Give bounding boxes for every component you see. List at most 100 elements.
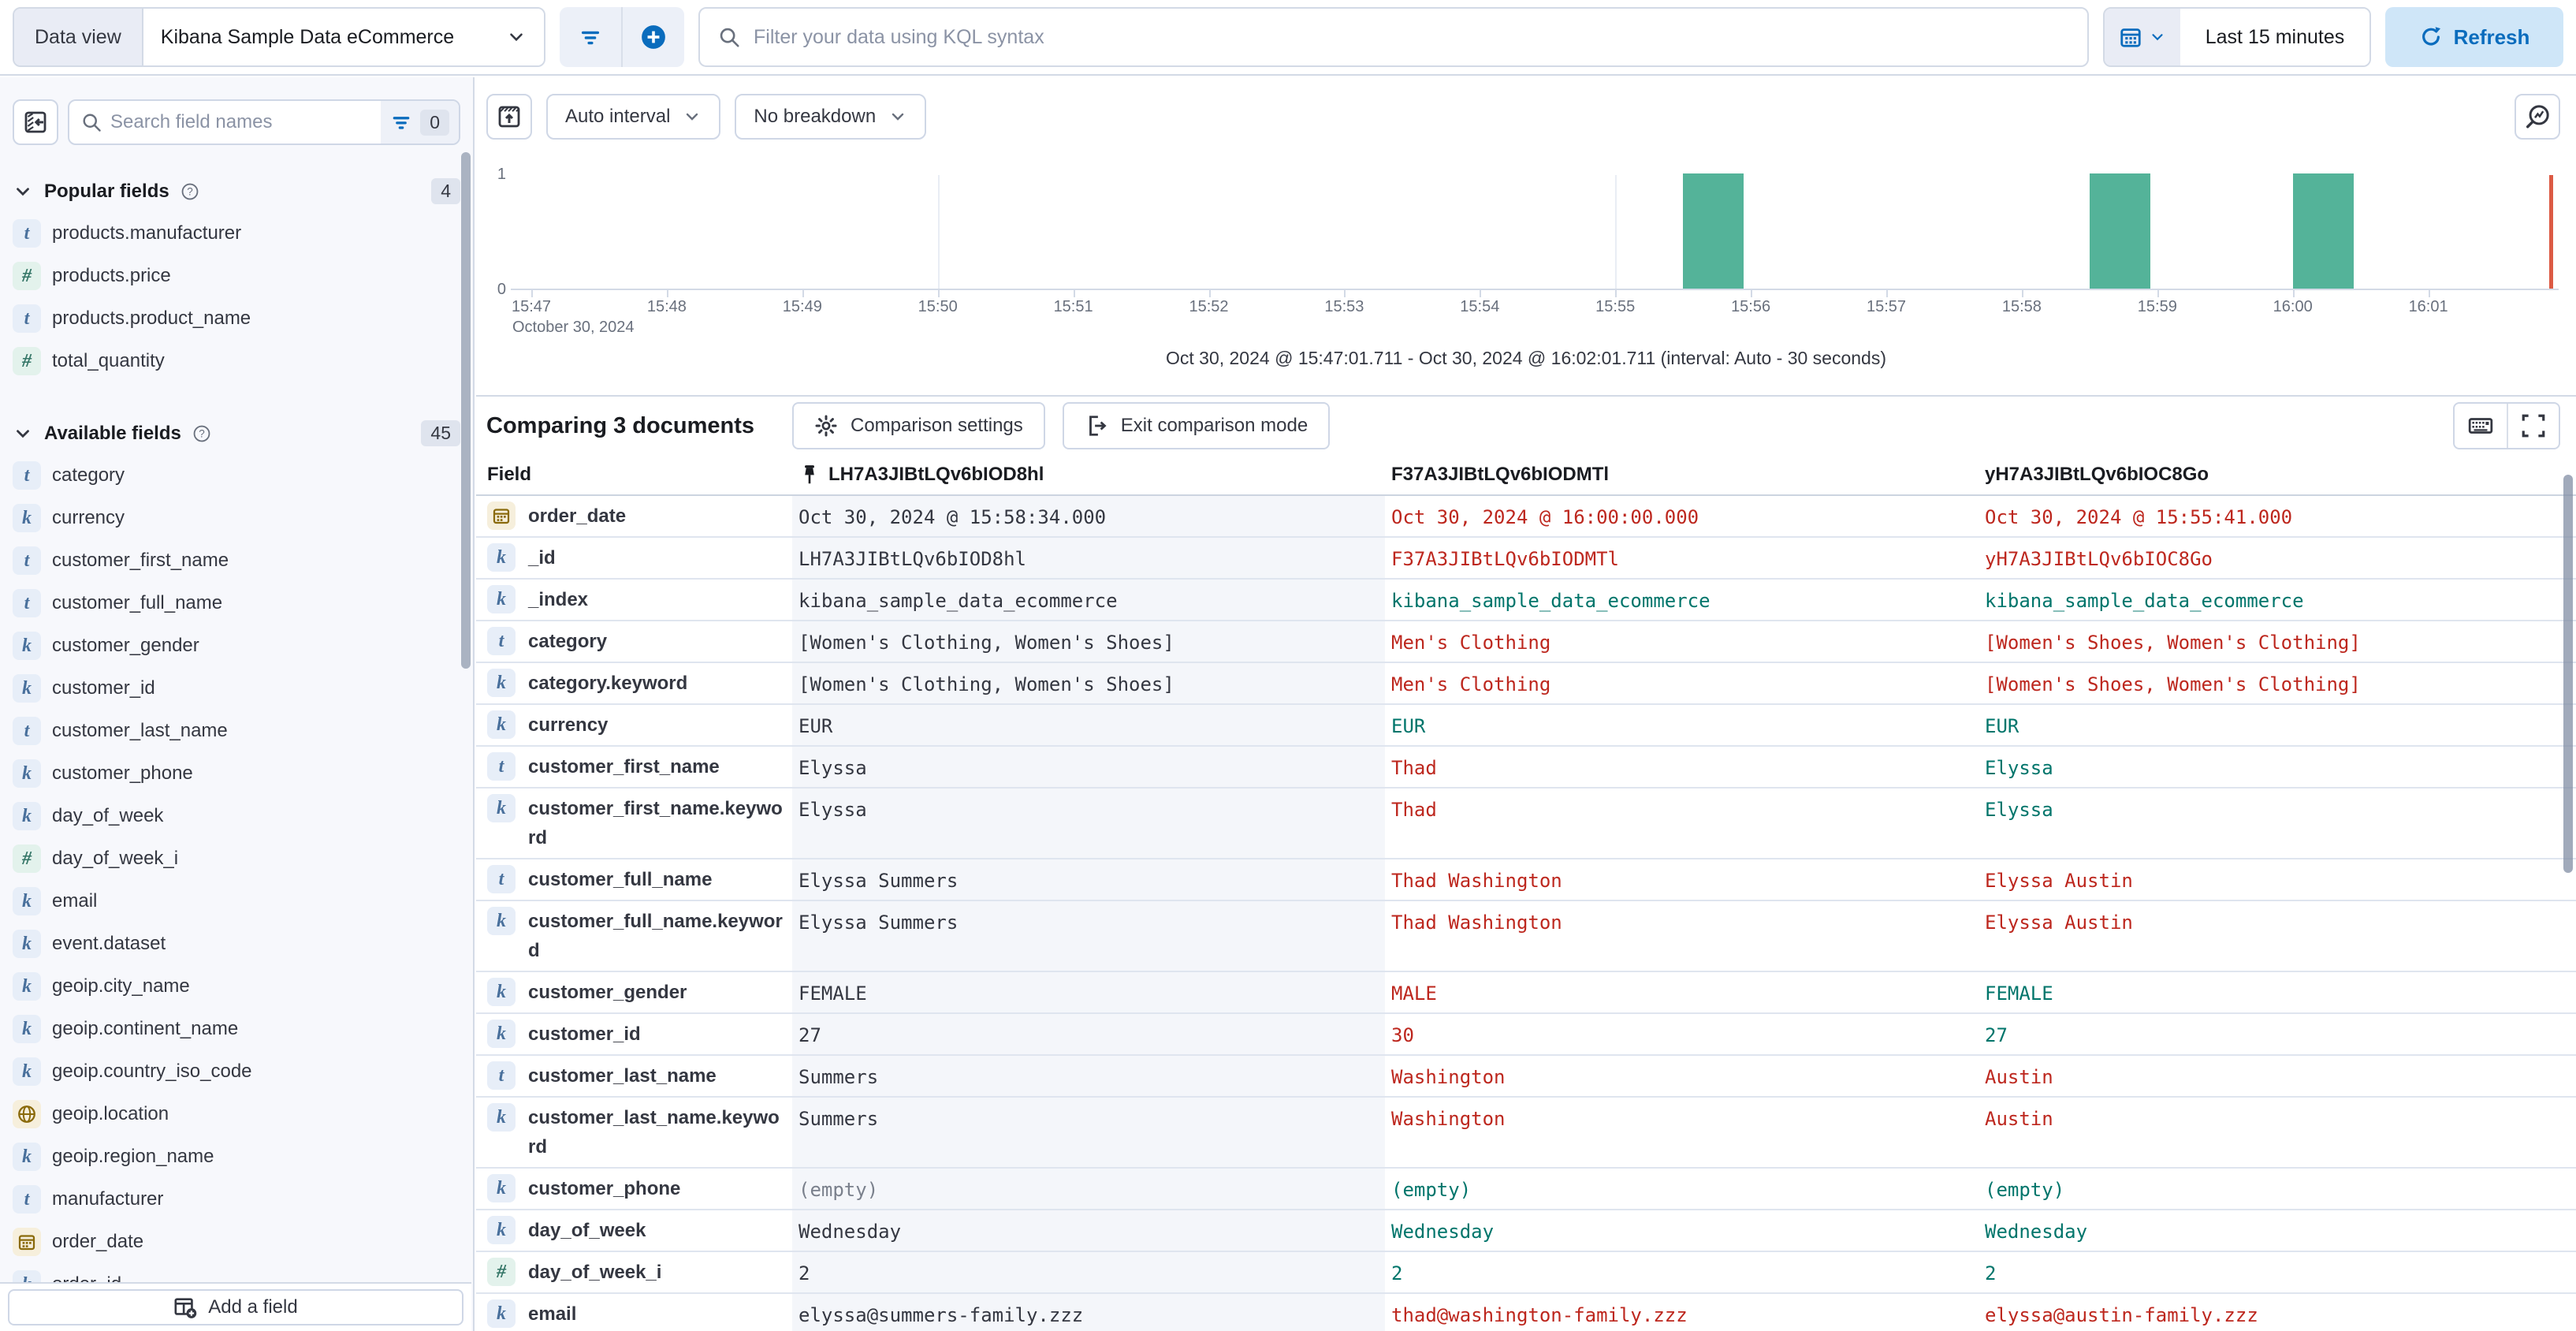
saved-filters-button[interactable]	[560, 7, 621, 67]
value-cell[interactable]: elyssa@austin-family.zzz	[1985, 1304, 2258, 1326]
value-cell[interactable]: [Women's Clothing, Women's Shoes]	[792, 621, 1385, 662]
sidebar-field-customer_first_name[interactable]: t customer_first_name	[0, 539, 473, 582]
field-cell[interactable]: k currency	[476, 705, 792, 745]
data-view-selector[interactable]: Kibana Sample Data eCommerce	[143, 9, 544, 65]
field-cell[interactable]: k category.keyword	[476, 663, 792, 703]
sidebar-field-category[interactable]: t category	[0, 454, 473, 497]
sidebar-field-currency[interactable]: k currency	[0, 497, 473, 539]
sidebar-field-event.dataset[interactable]: k event.dataset	[0, 923, 473, 965]
sidebar-field-geoip.continent_name[interactable]: k geoip.continent_name	[0, 1008, 473, 1050]
value-cell[interactable]: kibana_sample_data_ecommerce	[792, 580, 1385, 620]
keyboard-shortcuts-button[interactable]	[2455, 404, 2507, 448]
sidebar-field-email[interactable]: k email	[0, 880, 473, 923]
sidebar-field-manufacturer[interactable]: t manufacturer	[0, 1178, 473, 1221]
edit-visualization-button[interactable]	[2515, 94, 2560, 140]
value-cell[interactable]: [Women's Shoes, Women's Clothing]	[1985, 673, 2361, 695]
value-cell[interactable]: 2	[1391, 1262, 1403, 1284]
field-cell[interactable]: k customer_id	[476, 1014, 792, 1054]
value-cell[interactable]: Oct 30, 2024 @ 15:55:41.000	[1985, 506, 2293, 528]
value-cell[interactable]: MALE	[1391, 982, 1437, 1005]
value-cell[interactable]: Oct 30, 2024 @ 16:00:00.000	[1391, 506, 1699, 528]
value-cell[interactable]: (empty)	[1391, 1179, 1472, 1201]
refresh-button[interactable]: Refresh	[2385, 7, 2563, 67]
value-cell[interactable]: Elyssa	[1985, 799, 2053, 821]
comparison-settings-button[interactable]: Comparison settings	[792, 402, 1045, 449]
field-cell[interactable]: t customer_full_name	[476, 859, 792, 900]
value-cell[interactable]: FEMALE	[1985, 982, 2053, 1005]
add-filter-button[interactable]	[621, 7, 684, 67]
sidebar-field-day_of_week[interactable]: k day_of_week	[0, 795, 473, 837]
field-cell[interactable]: t customer_first_name	[476, 747, 792, 787]
sidebar-field-geoip.city_name[interactable]: k geoip.city_name	[0, 965, 473, 1008]
available-fields-header[interactable]: Available fields ? 45	[0, 401, 473, 454]
field-cell[interactable]: t customer_last_name	[476, 1056, 792, 1096]
value-cell[interactable]: Elyssa Austin	[1985, 912, 2133, 934]
collapse-sidebar-button[interactable]	[13, 99, 58, 145]
interval-select[interactable]: Auto interval	[546, 94, 721, 140]
value-cell[interactable]: Men's Clothing	[1391, 632, 1551, 654]
sidebar-field-day_of_week_i[interactable]: # day_of_week_i	[0, 837, 473, 880]
kql-search-input[interactable]: Filter your data using KQL syntax	[698, 7, 2089, 67]
histogram-bar-15:55:30[interactable]	[1683, 173, 1744, 289]
value-cell[interactable]: Austin	[1985, 1108, 2053, 1130]
sidebar-field-customer_full_name[interactable]: t customer_full_name	[0, 582, 473, 624]
fullscreen-button[interactable]	[2507, 404, 2559, 448]
value-cell[interactable]: Elyssa Austin	[1985, 870, 2133, 892]
value-cell[interactable]: Elyssa	[792, 789, 1385, 858]
field-cell[interactable]: k customer_last_name.keyword	[476, 1098, 792, 1167]
value-cell[interactable]: Men's Clothing	[1391, 673, 1551, 695]
field-cell[interactable]: k _index	[476, 580, 792, 620]
doc-column-header[interactable]: F37A3JIBtLQv6bIODMTl	[1391, 464, 1610, 485]
time-range-value[interactable]: Last 15 minutes	[2180, 9, 2369, 65]
sidebar-scrollbar[interactable]	[461, 152, 471, 669]
value-cell[interactable]: Thad Washington	[1391, 870, 1562, 892]
value-cell[interactable]: Thad	[1391, 757, 1437, 779]
value-cell[interactable]: EUR	[1985, 715, 2019, 737]
sidebar-field-customer_phone[interactable]: k customer_phone	[0, 752, 473, 795]
doc-column-header[interactable]: yH7A3JIBtLQv6bIOC8Go	[1985, 464, 2209, 485]
pinned-doc-column-header[interactable]: LH7A3JIBtLQv6bIOD8hl	[792, 464, 1385, 486]
value-cell[interactable]: Austin	[1985, 1066, 2053, 1088]
value-cell[interactable]: Thad	[1391, 799, 1437, 821]
value-cell[interactable]: Summers	[792, 1056, 1385, 1096]
sidebar-field-products.product_name[interactable]: t products.product_name	[0, 297, 473, 340]
field-filters-button[interactable]: 0	[381, 101, 459, 144]
sidebar-field-geoip.location[interactable]: geoip.location	[0, 1093, 473, 1135]
sidebar-field-total_quantity[interactable]: # total_quantity	[0, 340, 473, 382]
field-cell[interactable]: k day_of_week	[476, 1210, 792, 1251]
value-cell[interactable]: 30	[1391, 1024, 1414, 1046]
field-cell[interactable]: k customer_first_name.keyword	[476, 789, 792, 858]
breakdown-select[interactable]: No breakdown	[735, 94, 927, 140]
value-cell[interactable]: Elyssa Summers	[792, 859, 1385, 900]
value-cell[interactable]: 27	[1985, 1024, 2008, 1046]
value-cell[interactable]: 2	[792, 1252, 1385, 1292]
field-cell[interactable]: k customer_full_name.keyword	[476, 901, 792, 971]
value-cell[interactable]: Elyssa	[1985, 757, 2053, 779]
value-cell[interactable]: elyssa@summers-family.zzz	[792, 1294, 1385, 1331]
field-cell[interactable]: k _id	[476, 538, 792, 578]
field-cell[interactable]: k customer_gender	[476, 972, 792, 1012]
histogram-bar-15:58:30[interactable]	[2089, 173, 2150, 289]
field-cell[interactable]: # day_of_week_i	[476, 1252, 792, 1292]
value-cell[interactable]: Washington	[1391, 1108, 1506, 1130]
value-cell[interactable]: LH7A3JIBtLQv6bIOD8hl	[792, 538, 1385, 578]
search-field-names-input[interactable]: Search field names 0	[68, 99, 460, 145]
field-cell[interactable]: k customer_phone	[476, 1169, 792, 1209]
hide-chart-button[interactable]	[486, 94, 532, 140]
value-cell[interactable]: kibana_sample_data_ecommerce	[1985, 590, 2304, 612]
value-cell[interactable]: EUR	[1391, 715, 1426, 737]
histogram-plot-area[interactable]	[511, 173, 2559, 290]
sidebar-field-products.price[interactable]: # products.price	[0, 255, 473, 297]
sidebar-field-geoip.region_name[interactable]: k geoip.region_name	[0, 1135, 473, 1178]
field-cell[interactable]: t category	[476, 621, 792, 662]
sidebar-field-customer_last_name[interactable]: t customer_last_name	[0, 710, 473, 752]
value-cell[interactable]: F37A3JIBtLQv6bIODMTl	[1391, 548, 1619, 570]
value-cell[interactable]: Thad Washington	[1391, 912, 1562, 934]
table-scrollbar[interactable]	[2563, 475, 2573, 873]
value-cell[interactable]: kibana_sample_data_ecommerce	[1391, 590, 1711, 612]
value-cell[interactable]: yH7A3JIBtLQv6bIOC8Go	[1985, 548, 2213, 570]
value-cell[interactable]: Wednesday	[1985, 1221, 2088, 1243]
value-cell[interactable]: (empty)	[792, 1169, 1385, 1209]
field-cell[interactable]: order_date	[476, 496, 792, 536]
data-view-control[interactable]: Data view Kibana Sample Data eCommerce	[13, 7, 545, 67]
